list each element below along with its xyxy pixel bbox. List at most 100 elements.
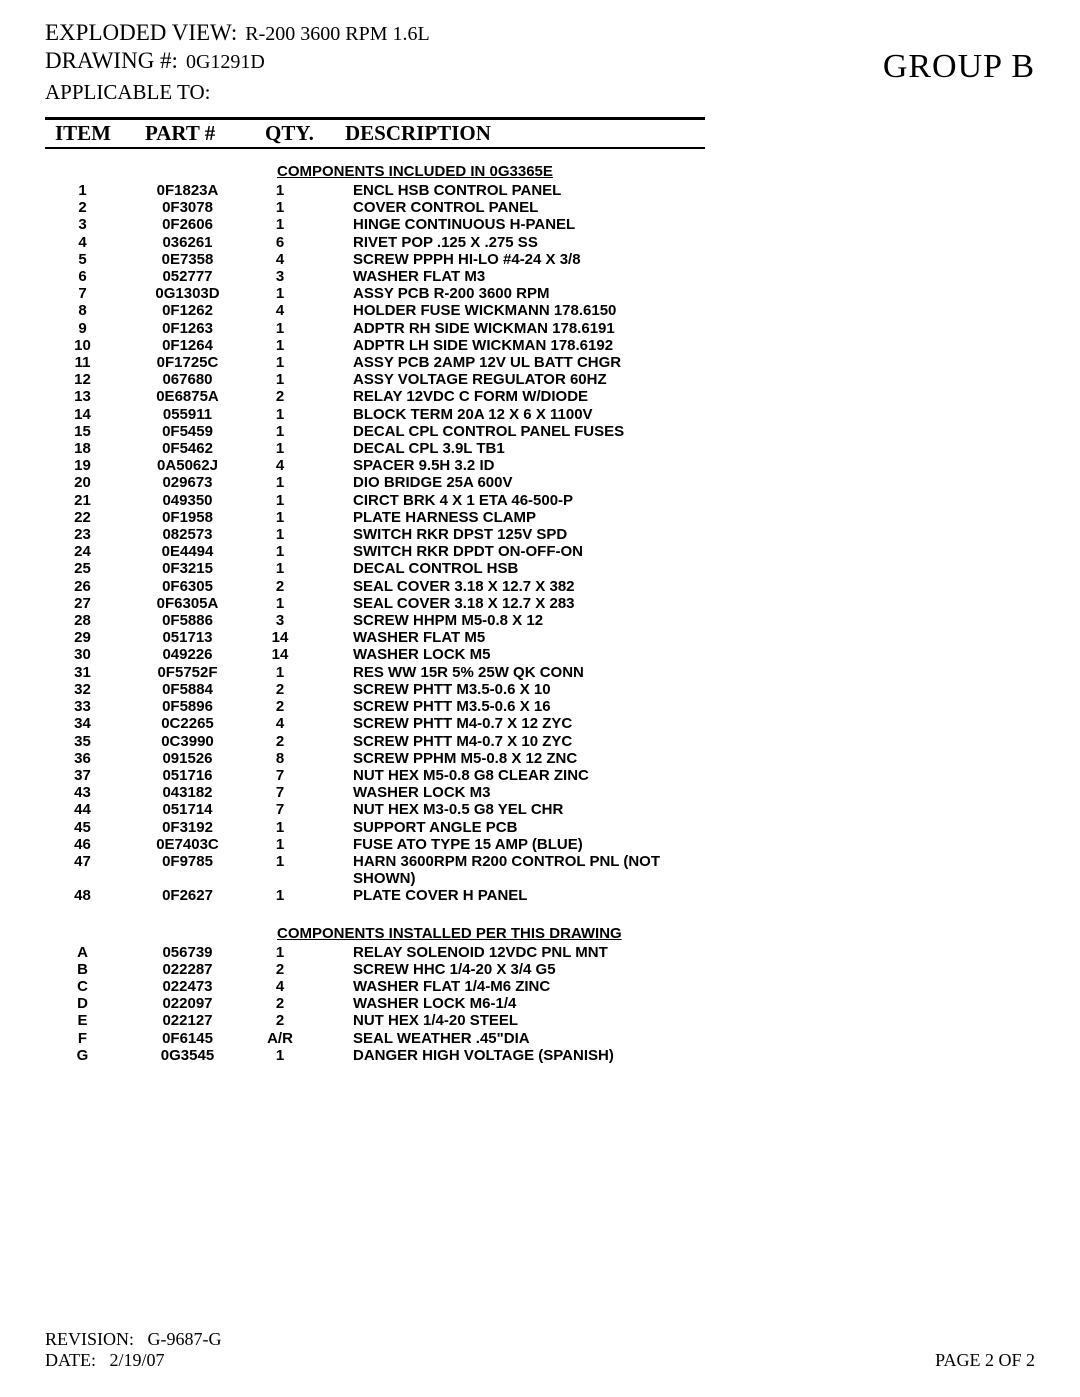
table-row: 140559111BLOCK TERM 20A 12 X 6 X 1100V <box>45 406 705 423</box>
cell-desc: WASHER FLAT M5 <box>315 629 705 646</box>
cell-desc: SPACER 9.5H 3.2 ID <box>315 457 705 474</box>
cell-qty: 2 <box>245 1012 315 1029</box>
cell-desc: ASSY PCB R-200 3600 RPM <box>315 285 705 302</box>
cell-qty: 1 <box>245 199 315 216</box>
cell-part: 022127 <box>130 1012 245 1029</box>
cell-item: 12 <box>45 371 130 388</box>
cell-part: 0F5884 <box>130 681 245 698</box>
cell-item: D <box>45 995 130 1012</box>
table-row: 120676801ASSY VOLTAGE REGULATOR 60HZ <box>45 371 705 388</box>
cell-desc: SCREW PHTT M4-0.7 X 12 ZYC <box>315 715 705 732</box>
cell-qty: 4 <box>245 251 315 268</box>
cell-qty: 1 <box>245 836 315 853</box>
cell-part: 0C3990 <box>130 733 245 750</box>
table-row: 40362616RIVET POP .125 X .275 SS <box>45 234 705 251</box>
table-row: 220F19581PLATE HARNESS CLAMP <box>45 509 705 526</box>
cell-part: 0G3545 <box>130 1047 245 1064</box>
revision-label: REVISION: <box>45 1329 134 1349</box>
cell-part: 055911 <box>130 406 245 423</box>
table-row: 60527773WASHER FLAT M3 <box>45 268 705 285</box>
cell-part: 0E6875A <box>130 388 245 405</box>
cell-part: 0F1823A <box>130 182 245 199</box>
cell-item: 4 <box>45 234 130 251</box>
cell-desc: ADPTR LH SIDE WICKMAN 178.6192 <box>315 337 705 354</box>
table-row: 80F12624HOLDER FUSE WICKMANN 178.6150 <box>45 302 705 319</box>
cell-item: 22 <box>45 509 130 526</box>
cell-qty: 1 <box>245 440 315 457</box>
table-row: 3004922614WASHER LOCK M5 <box>45 646 705 663</box>
cell-qty: 1 <box>245 285 315 302</box>
cell-qty: 7 <box>245 801 315 818</box>
cell-part: 0F1263 <box>130 320 245 337</box>
cell-desc: SCREW HHC 1/4-20 X 3/4 G5 <box>315 961 705 978</box>
cell-item: 32 <box>45 681 130 698</box>
cell-desc: ADPTR RH SIDE WICKMAN 178.6191 <box>315 320 705 337</box>
cell-qty: 4 <box>245 978 315 995</box>
cell-qty: 1 <box>245 526 315 543</box>
cell-part: 049226 <box>130 646 245 663</box>
cell-item: 6 <box>45 268 130 285</box>
cell-desc: SEAL COVER 3.18 X 12.7 X 283 <box>315 595 705 612</box>
cell-qty: 2 <box>245 681 315 698</box>
cell-part: 067680 <box>130 371 245 388</box>
cell-desc: RIVET POP .125 X .275 SS <box>315 234 705 251</box>
drawing-value: 0G1291D <box>186 51 265 73</box>
cell-desc: WASHER LOCK M5 <box>315 646 705 663</box>
cell-item: 21 <box>45 492 130 509</box>
cell-part: 049350 <box>130 492 245 509</box>
footer-left: REVISION: G-9687-G DATE: 2/19/07 <box>45 1329 1035 1371</box>
cell-desc: SCREW HHPM M5-0.8 X 12 <box>315 612 705 629</box>
cell-item: 11 <box>45 354 130 371</box>
cell-item: 47 <box>45 853 130 887</box>
table-row: 50E73584SCREW PPPH HI-LO #4-24 X 3/8 <box>45 251 705 268</box>
cell-item: 5 <box>45 251 130 268</box>
cell-desc: FUSE ATO TYPE 15 AMP (BLUE) <box>315 836 705 853</box>
cell-part: 0F9785 <box>130 853 245 887</box>
cell-part: 0F5896 <box>130 698 245 715</box>
table-row: 270F6305A1SEAL COVER 3.18 X 12.7 X 283 <box>45 595 705 612</box>
table-row: 90F12631ADPTR RH SIDE WICKMAN 178.6191 <box>45 320 705 337</box>
cell-item: 18 <box>45 440 130 457</box>
page-number: PAGE 2 OF 2 <box>935 1350 1035 1371</box>
cell-part: 0A5062J <box>130 457 245 474</box>
table-header-row: ITEM PART # QTY. DESCRIPTION <box>45 117 705 149</box>
cell-part: 0E4494 <box>130 543 245 560</box>
cell-desc: SUPPORT ANGLE PCB <box>315 819 705 836</box>
cell-part: 0F1262 <box>130 302 245 319</box>
cell-item: 45 <box>45 819 130 836</box>
cell-qty: 1 <box>245 560 315 577</box>
cell-qty: 2 <box>245 698 315 715</box>
cell-qty: 1 <box>245 320 315 337</box>
cell-part: 091526 <box>130 750 245 767</box>
cell-item: 31 <box>45 664 130 681</box>
cell-part: 022287 <box>130 961 245 978</box>
cell-part: 051716 <box>130 767 245 784</box>
cell-qty: 4 <box>245 302 315 319</box>
cell-item: 25 <box>45 560 130 577</box>
cell-item: A <box>45 944 130 961</box>
cell-desc: ASSY VOLTAGE REGULATOR 60HZ <box>315 371 705 388</box>
cell-item: 15 <box>45 423 130 440</box>
cell-item: 3 <box>45 216 130 233</box>
cell-desc: RELAY SOLENOID 12VDC PNL MNT <box>315 944 705 961</box>
cell-item: G <box>45 1047 130 1064</box>
table-row: 460E7403C1FUSE ATO TYPE 15 AMP (BLUE) <box>45 836 705 853</box>
table-row: 20F30781COVER CONTROL PANEL <box>45 199 705 216</box>
table-row: G0G35451DANGER HIGH VOLTAGE (SPANISH) <box>45 1047 705 1064</box>
cell-desc: WASHER LOCK M3 <box>315 784 705 801</box>
page: EXPLODED VIEW: R-200 3600 RPM 1.6L DRAWI… <box>0 0 1080 1397</box>
cell-qty: 1 <box>245 337 315 354</box>
table-row: 450F31921SUPPORT ANGLE PCB <box>45 819 705 836</box>
cell-part: 022473 <box>130 978 245 995</box>
cell-desc: DECAL CPL CONTROL PANEL FUSES <box>315 423 705 440</box>
cell-qty: 1 <box>245 853 315 887</box>
cell-item: C <box>45 978 130 995</box>
cell-item: 35 <box>45 733 130 750</box>
table-row: 210493501CIRCT BRK 4 X 1 ETA 46-500-P <box>45 492 705 509</box>
cell-part: 0F3215 <box>130 560 245 577</box>
cell-part: 043182 <box>130 784 245 801</box>
cell-item: 37 <box>45 767 130 784</box>
cell-part: 052777 <box>130 268 245 285</box>
table-row: 440517147NUT HEX M3-0.5 G8 YEL CHR <box>45 801 705 818</box>
table-row: D0220972WASHER LOCK M6-1/4 <box>45 995 705 1012</box>
